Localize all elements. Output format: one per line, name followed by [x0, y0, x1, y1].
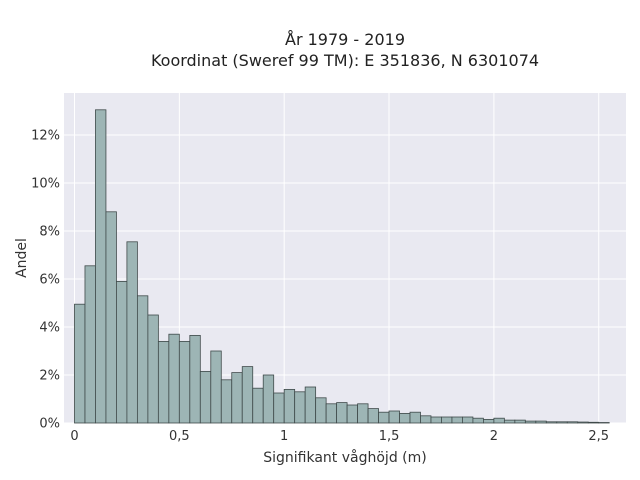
histogram-bar [462, 416, 474, 424]
y-tick-label: 8% [39, 225, 60, 240]
histogram-bar [483, 418, 495, 424]
histogram-bar [241, 366, 254, 424]
histogram-bar [252, 387, 264, 424]
histogram-bar [147, 314, 159, 424]
histogram-bar [430, 416, 442, 424]
histogram-bars [74, 109, 610, 424]
histogram-bar [336, 402, 348, 424]
histogram-bar [168, 333, 180, 424]
histogram-bar [315, 397, 327, 424]
y-tick-label: 12% [31, 129, 60, 144]
x-tick-label: 1,5 [379, 429, 400, 444]
histogram-bar [189, 334, 201, 424]
histogram-bar [294, 391, 306, 424]
histogram-bar [399, 412, 411, 424]
x-tick-label: 1 [280, 429, 288, 444]
histogram-bar [503, 419, 516, 424]
histogram-bar [566, 421, 579, 424]
histogram-bar [84, 265, 96, 424]
histogram-bar [357, 403, 369, 424]
x-tick-label: 2 [490, 429, 498, 444]
histogram-bar [514, 419, 526, 424]
histogram-bar [126, 241, 138, 424]
chart-title-line2: Koordinat (Sweref 99 TM): E 351836, N 63… [151, 51, 539, 70]
histogram-bar [157, 340, 170, 424]
histogram-bar [231, 372, 243, 424]
histogram-bar [587, 421, 600, 424]
histogram-bar [378, 411, 390, 424]
histogram-bar [535, 420, 547, 424]
histogram-bar [210, 350, 222, 424]
histogram-bar [199, 370, 212, 424]
chart-title-line1: År 1979 - 2019 [285, 30, 405, 49]
histogram-bar [220, 379, 233, 424]
histogram-bar [325, 403, 338, 424]
y-tick-label: 2% [39, 369, 60, 384]
histogram-bar [74, 303, 86, 424]
x-tick-label: 0,5 [169, 429, 190, 444]
histogram-bar [116, 280, 128, 424]
histogram-bar [441, 416, 453, 424]
x-tick-label: 2,5 [588, 429, 609, 444]
histogram-bar [472, 417, 484, 424]
histogram-bar [556, 421, 568, 424]
histogram-bar [545, 421, 558, 424]
histogram-bar [420, 415, 432, 424]
x-axis-ticks: 0 0,5 1 1,5 2 2,5 [70, 429, 609, 444]
y-tick-label: 6% [39, 273, 60, 288]
histogram-bar [409, 411, 421, 424]
y-tick-label: 10% [31, 177, 60, 192]
y-axis-label: Andel [14, 238, 30, 278]
histogram-bar [304, 386, 317, 424]
y-tick-label: 0% [39, 417, 60, 432]
histogram-bar [178, 340, 191, 424]
histogram-bar [493, 417, 505, 424]
histogram-bar [136, 295, 149, 424]
histogram-bar [388, 410, 400, 424]
histogram-bar [577, 421, 589, 424]
histogram-bar [262, 374, 275, 424]
x-axis-label: Signifikant våghöjd (m) [263, 449, 426, 466]
y-axis-ticks: 0% 2% 4% 6% 8% 10% 12% [31, 129, 60, 432]
y-tick-label: 4% [39, 321, 60, 336]
histogram-bar [346, 404, 358, 424]
histogram-bar [451, 416, 463, 424]
histogram-bar [283, 388, 296, 424]
histogram-bar [367, 408, 379, 424]
histogram-bar [105, 211, 117, 424]
histogram-bar [524, 420, 537, 424]
histogram-bar [273, 392, 285, 424]
histogram-bar [95, 109, 107, 424]
x-tick-label: 0 [70, 429, 78, 444]
